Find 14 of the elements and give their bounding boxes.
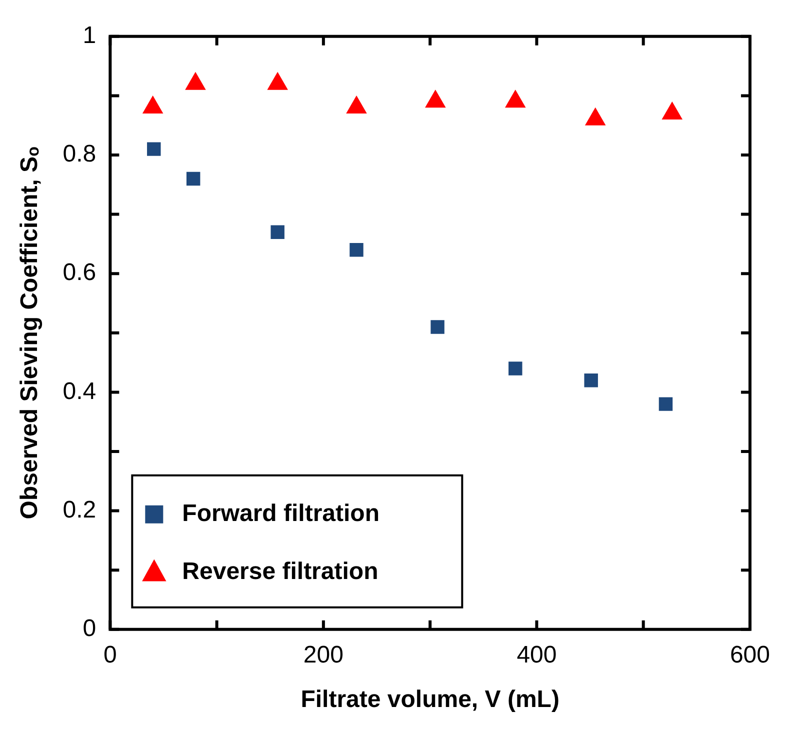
x-tick-label: 200 [303,641,344,668]
legend-label: Reverse filtration [182,558,378,586]
y-tick-label: 0.4 [62,378,96,405]
x-tick-label: 400 [516,641,557,668]
x-axis-title: Filtrate volume, V (mL) [300,686,560,714]
y-tick-label: 1 [82,22,96,50]
y-tick-label: 0.2 [62,496,96,524]
y-tick-label: 0.6 [62,259,96,286]
x-tick-label: 0 [103,641,117,668]
y-axis-title: Observed Sieving Coefficient, Sₒ [16,146,44,520]
y-tick-label: 0 [82,615,96,642]
y-tick-label: 0.8 [62,140,96,168]
x-tick-label: 600 [730,641,770,668]
legend-label: Forward filtration [182,500,380,528]
